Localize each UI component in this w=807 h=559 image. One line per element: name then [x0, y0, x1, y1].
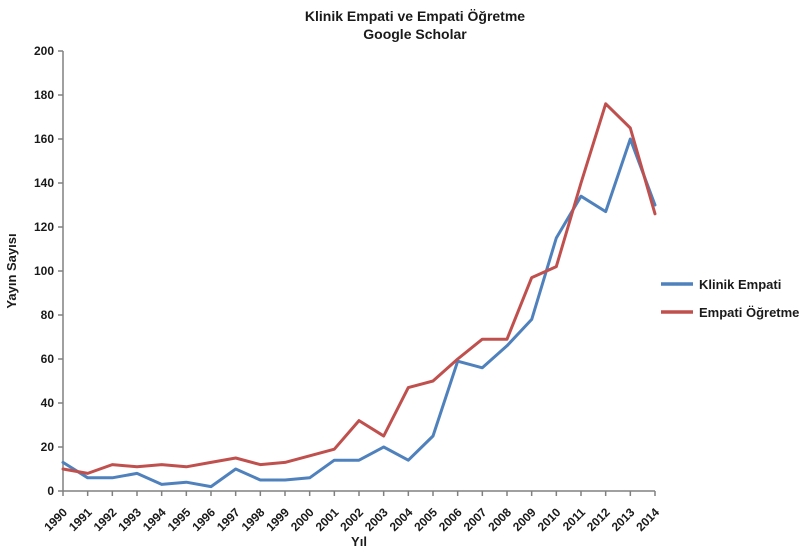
x-tick-label: 1992 [91, 505, 120, 534]
x-tick-label: 1991 [66, 505, 95, 534]
x-tick-label: 2010 [535, 505, 564, 534]
series-line-empati-retme [61, 102, 657, 475]
x-tick-label: 2013 [609, 505, 638, 534]
chart-subtitle: Google Scholar [363, 26, 467, 42]
x-tick-label: 1997 [214, 505, 243, 534]
x-axis-label: Yıl [351, 534, 367, 549]
x-tick-label: 1999 [263, 505, 292, 534]
legend: Klinik Empati Empati Öğretme [661, 277, 799, 320]
x-tick-label: 1993 [115, 505, 144, 534]
x-tick-label: 1996 [189, 505, 218, 534]
y-tick-label: 0 [47, 484, 54, 498]
x-tick-label: 2001 [313, 505, 342, 534]
y-tick-label: 120 [34, 220, 54, 234]
y-tick-label: 80 [41, 308, 55, 322]
x-tick-label: 2006 [436, 505, 465, 534]
y-tick-label: 40 [41, 396, 55, 410]
x-tick-label: 2009 [510, 505, 539, 534]
x-tick-label: 1995 [165, 505, 194, 534]
legend-label: Empati Öğretme [699, 305, 799, 320]
x-tick-label: 2012 [584, 505, 613, 534]
x-tick-label: 2004 [387, 505, 416, 534]
x-tick-label: 2011 [560, 505, 589, 534]
y-tick-label: 140 [34, 176, 54, 190]
x-tick-label: 2000 [288, 505, 317, 534]
x-tick-label: 1994 [140, 505, 169, 534]
x-tick-label: 2007 [461, 505, 490, 534]
x-tick-label: 2008 [485, 505, 514, 534]
y-tick-label: 100 [34, 264, 54, 278]
legend-item: Klinik Empati [661, 277, 781, 292]
series-line-klinik-empati [61, 137, 657, 489]
plot-area: 0204060801001201401601802001990199119921… [34, 44, 662, 534]
x-tick-label: 2002 [337, 505, 366, 534]
y-tick-label: 60 [41, 352, 55, 366]
x-tick-label: 2005 [411, 505, 440, 534]
x-tick-label: 2003 [362, 505, 391, 534]
legend-item: Empati Öğretme [661, 305, 799, 320]
legend-label: Klinik Empati [699, 277, 781, 292]
x-tick-label: 2014 [633, 505, 662, 534]
y-tick-label: 20 [41, 440, 55, 454]
x-tick-label: 1990 [41, 505, 70, 534]
y-axis-label: Yayın Sayısı [4, 233, 19, 308]
y-tick-label: 200 [34, 44, 54, 58]
y-tick-label: 180 [34, 88, 54, 102]
chart-title: Klinik Empati ve Empati Öğretme [305, 8, 525, 24]
x-tick-label: 1998 [239, 505, 268, 534]
y-tick-label: 160 [34, 132, 54, 146]
